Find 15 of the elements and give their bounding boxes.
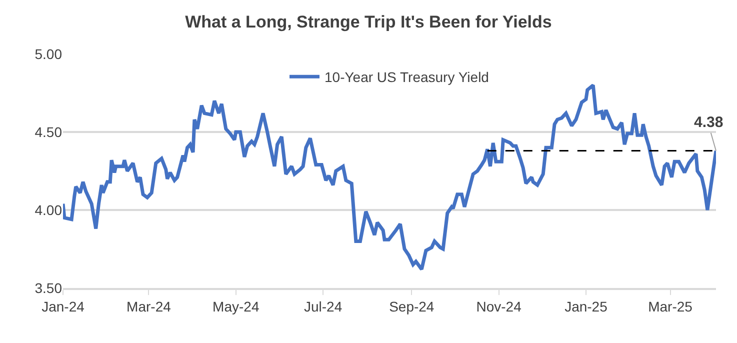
x-tick-label: Sep-24 — [389, 298, 434, 315]
legend-label: 10-Year US Treasury Yield — [324, 69, 489, 86]
x-tick-label: May-24 — [212, 298, 260, 315]
y-tick-label: 4.00 — [34, 202, 62, 218]
x-tick-label: Mar-25 — [648, 298, 693, 315]
x-tick-label: Jan-25 — [564, 298, 608, 315]
x-tick-label: Jan-24 — [42, 298, 85, 315]
x-tick-label: Mar-24 — [126, 298, 172, 315]
y-tick-label: 5.00 — [34, 46, 62, 62]
chart-title: What a Long, Strange Trip It's Been for Yields — [185, 12, 552, 32]
x-tick-label: Nov-24 — [476, 298, 522, 315]
x-tick-label: Jul-24 — [304, 298, 342, 315]
annotation: 4.38 — [694, 114, 724, 131]
y-tick-label: 3.50 — [34, 280, 62, 296]
y-tick-label: 4.50 — [34, 124, 62, 140]
